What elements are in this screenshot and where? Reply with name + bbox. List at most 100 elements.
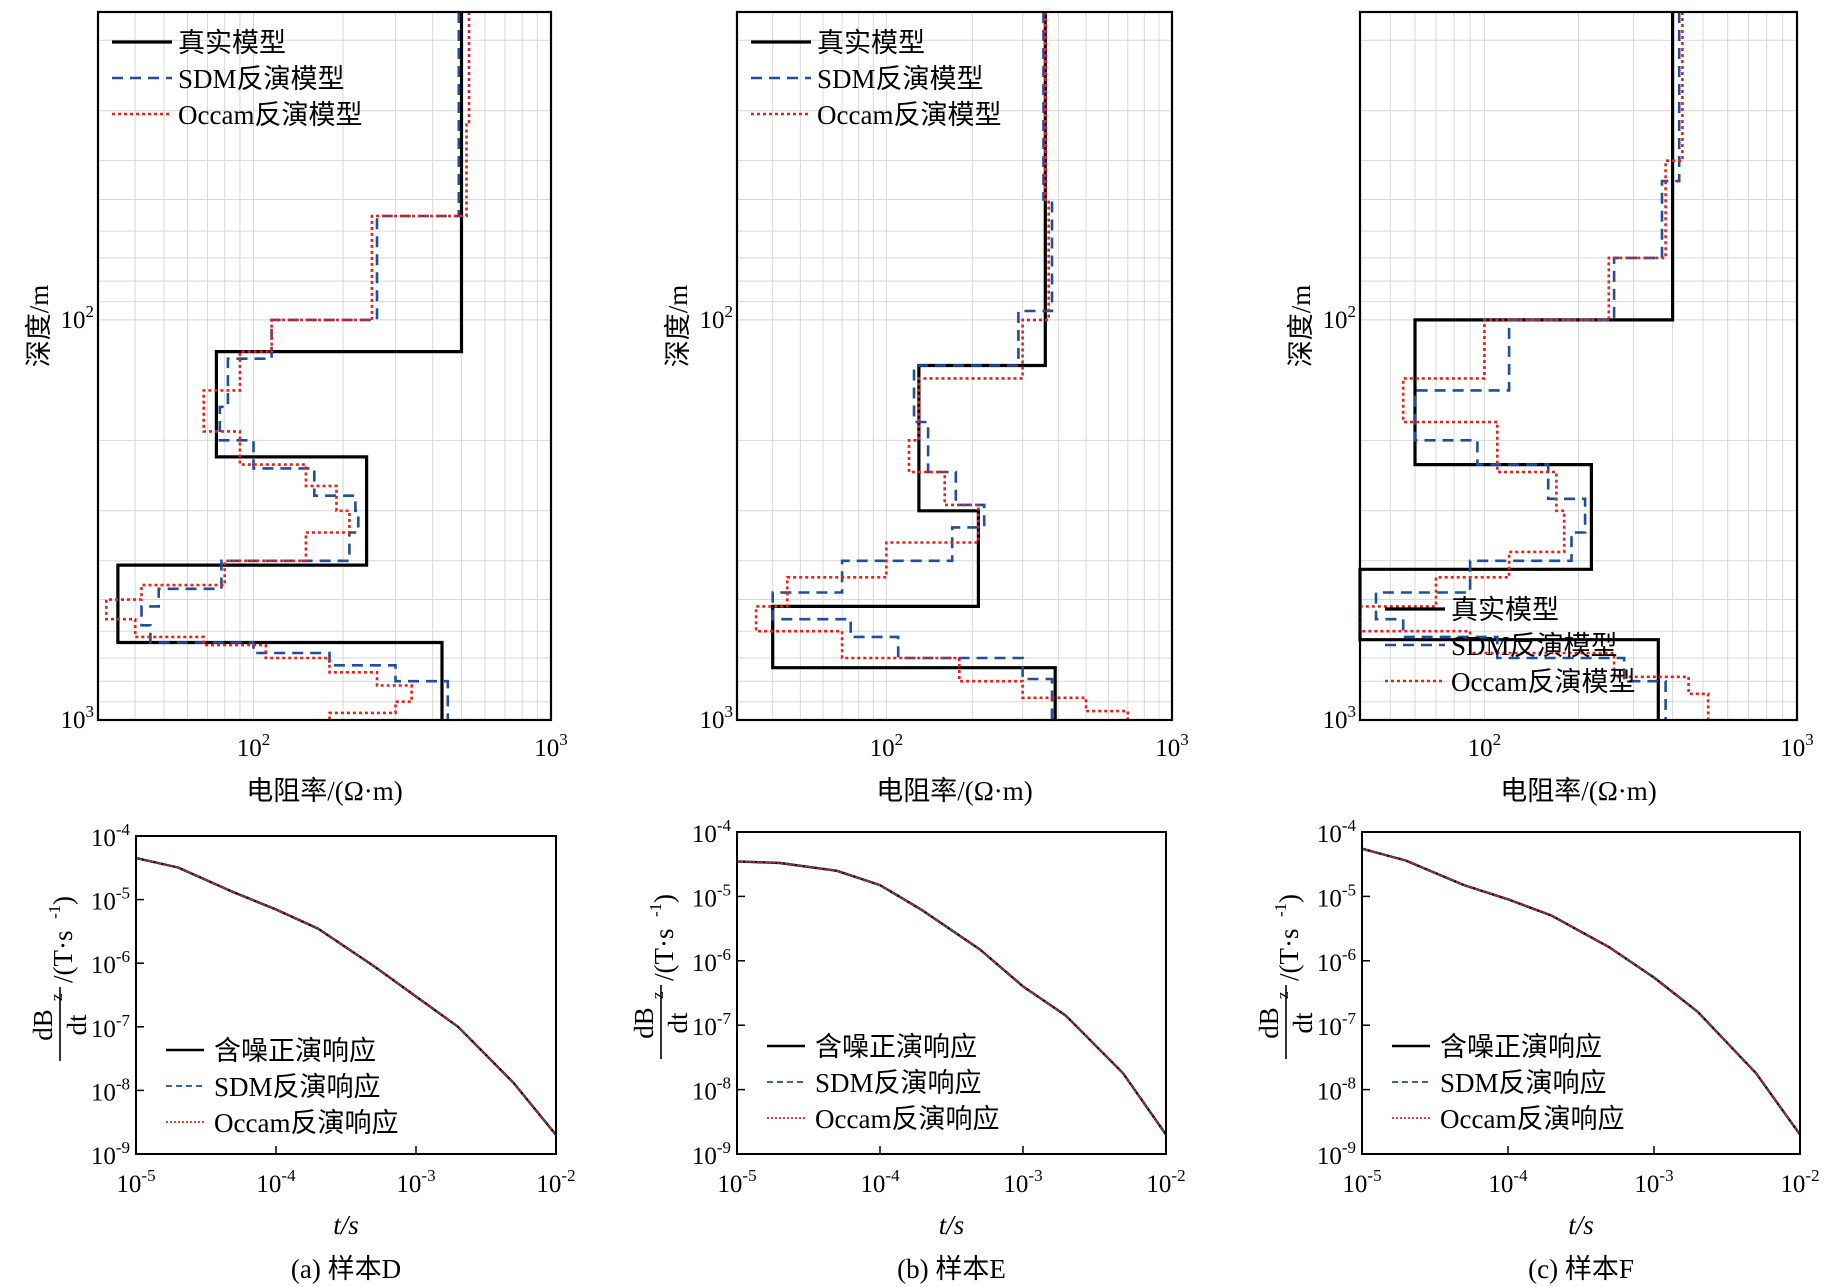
legend-label: 真实模型 [817, 28, 925, 58]
y-axis-label: dB z dt /(T·s -1) [629, 894, 693, 1059]
series-line [736, 860, 1167, 1136]
x-tick-label: 10-2 [1780, 1166, 1819, 1198]
y-axis-label-denominator: dt [1288, 1012, 1318, 1034]
x-tick-label: 10-3 [396, 1166, 435, 1198]
legend-label: 真实模型 [1451, 595, 1559, 625]
plot-frame [135, 835, 557, 1155]
legend-label: SDM反演响应 [815, 1068, 982, 1098]
y-axis-label-unit-close: ) [48, 896, 78, 905]
y-tick-label: 103 [1323, 702, 1357, 734]
x-tick-label: 10-2 [536, 1166, 575, 1198]
y-tick-label: 10-5 [91, 884, 130, 916]
x-axis-label: t/s [1568, 1210, 1594, 1240]
legend-label: SDM反演模型 [817, 64, 984, 94]
legend-label: Occam反演响应 [815, 1104, 999, 1134]
plot-frame [735, 10, 1174, 722]
x-tick-label: 10-4 [256, 1166, 296, 1198]
legend-label: Occam反演模型 [817, 100, 1001, 130]
series-line [754, 12, 1130, 720]
legend-label: Occam反演模型 [178, 100, 362, 130]
resistivity-chart-2: 102 103 102 103 电阻率/(Ω·m) 深度/m 真实模型 SDM反演模型 Occa… [1286, 10, 1814, 806]
resistivity-chart-1: 102 103 102 103 电阻率/(Ω·m) 深度/m 真实模型 SDM反演模型 Occa… [663, 10, 1189, 806]
grid [1360, 12, 1797, 720]
legend-label: 含噪正演响应 [214, 1036, 376, 1066]
y-tick-label: 10-9 [1317, 1138, 1356, 1170]
series-line [116, 12, 464, 720]
x-tick-label: 102 [237, 730, 271, 762]
series-line [135, 857, 557, 1136]
legend-label: SDM反演响应 [1440, 1068, 1607, 1098]
x-tick-label: 10-2 [1146, 1166, 1185, 1198]
series-line [1358, 12, 1710, 720]
y-axis-label-subscript: z [648, 991, 667, 999]
y-axis-label-denominator: dt [663, 1012, 693, 1034]
series-line [771, 12, 1057, 720]
y-axis-label: 深度/m [663, 285, 693, 368]
y-axis-label-subscript: z [1273, 991, 1292, 999]
x-tick-label: 103 [1780, 730, 1814, 762]
y-tick-label: 102 [1323, 302, 1357, 334]
y-tick-label: 10-6 [692, 945, 731, 977]
y-axis-label-numerator: dB [28, 1009, 58, 1041]
y-axis-label-unit-close: ) [649, 894, 679, 903]
y-tick-label: 10-8 [1317, 1074, 1356, 1106]
y-tick-label: 10-7 [692, 1009, 732, 1041]
y-axis-label-numerator: dB [1254, 1007, 1284, 1039]
legend-label: 含噪正演响应 [1440, 1032, 1602, 1062]
y-tick-label: 10-4 [1317, 816, 1357, 848]
legend-label: Occam反演响应 [214, 1108, 398, 1138]
y-tick-label: 10-9 [91, 1138, 130, 1170]
y-tick-label: 10-4 [692, 816, 732, 848]
subfigure-caption: (b) 样本E [897, 1254, 1006, 1284]
series-line [771, 12, 1054, 720]
y-tick-label: 103 [61, 702, 95, 734]
legend-label: Occam反演响应 [1440, 1104, 1624, 1134]
response-chart-0: 10-5 10-4 10-3 10-2 10-4 10-5 10-6 10-7 10-8 10-9… [28, 820, 576, 1284]
subfigure-caption: (a) 样本D [291, 1254, 401, 1284]
y-axis-label-unit-exp: -1 [45, 905, 64, 919]
y-tick-label: 10-7 [1317, 1009, 1357, 1041]
x-tick-label: 102 [870, 730, 904, 762]
legend-label: SDM反演响应 [214, 1072, 381, 1102]
x-axis-label: t/s [333, 1210, 359, 1240]
y-axis-label-numerator: dB [629, 1007, 659, 1039]
y-tick-label: 103 [700, 702, 734, 734]
y-tick-label: 10-5 [1317, 880, 1356, 912]
x-tick-label: 10-4 [860, 1166, 900, 1198]
y-tick-label: 10-7 [91, 1011, 131, 1043]
legend-label: 含噪正演响应 [815, 1032, 977, 1062]
y-axis-label: dB z dt /(T·s -1) [1254, 894, 1318, 1059]
x-axis-label: 电阻率/(Ω·m) [246, 776, 403, 806]
x-axis-label: 电阻率/(Ω·m) [876, 776, 1033, 806]
y-tick-label: 10-6 [91, 947, 130, 979]
y-axis-label-unit: /(T·s [649, 929, 679, 981]
series-line [1374, 12, 1681, 720]
y-axis-label-unit-exp: -1 [1271, 903, 1290, 917]
x-tick-label: 103 [534, 730, 568, 762]
x-tick-label: 103 [1155, 730, 1189, 762]
y-axis-label: 深度/m [1286, 285, 1316, 368]
legend-label: Occam反演模型 [1451, 667, 1635, 697]
y-axis-label-denominator: dt [62, 1014, 92, 1036]
series-line [1361, 847, 1801, 1136]
x-tick-label: 10-5 [1342, 1166, 1381, 1198]
y-axis-label-unit-exp: -1 [646, 903, 665, 917]
x-tick-label: 102 [1468, 730, 1502, 762]
x-tick-label: 10-5 [717, 1166, 756, 1198]
y-axis-label: dB z dt /(T·s -1) [28, 896, 92, 1061]
y-axis-label-unit-close: ) [1274, 894, 1304, 903]
y-tick-label: 10-6 [1317, 945, 1356, 977]
x-axis-label: t/s [939, 1210, 965, 1240]
y-axis-label-subscript: z [47, 993, 66, 1001]
x-tick-label: 10-3 [1003, 1166, 1042, 1198]
plot-frame [96, 10, 553, 722]
legend-label: SDM反演模型 [178, 64, 345, 94]
y-tick-label: 10-4 [91, 820, 131, 852]
x-tick-label: 10-3 [1634, 1166, 1673, 1198]
x-tick-label: 10-5 [116, 1166, 155, 1198]
resistivity-chart-0: 102 103 102 103 电阻率/(Ω·m) 深度/m 真实模型 SDM反演模型 Occa… [24, 10, 568, 806]
x-axis-label: 电阻率/(Ω·m) [1500, 776, 1657, 806]
y-axis-label: 深度/m [24, 285, 54, 368]
response-chart-2: 10-5 10-4 10-3 10-2 10-4 10-5 10-6 10-7 10-8 10-9… [1254, 816, 1820, 1284]
